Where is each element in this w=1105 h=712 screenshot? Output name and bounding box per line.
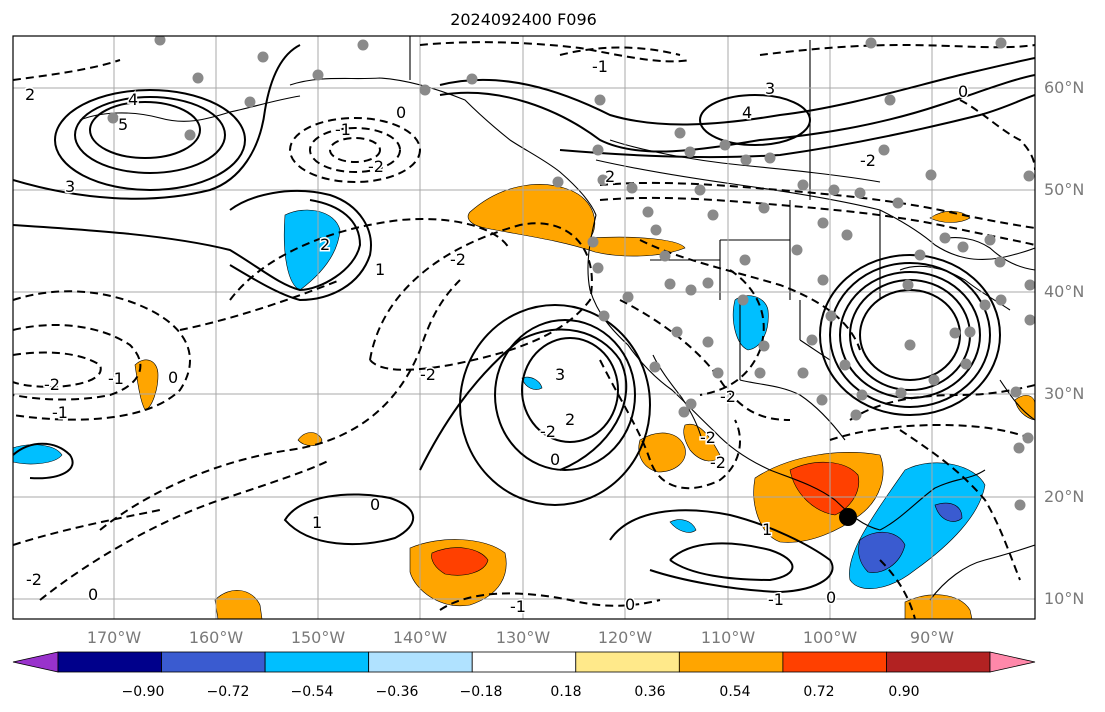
colorbar-tick-label: −0.18: [459, 684, 503, 700]
colorbar-extend-low: [12, 651, 59, 673]
contour-label: -2: [720, 387, 736, 406]
lon-label: 130°W: [495, 628, 551, 647]
colorbar-tick-label: 0.54: [719, 684, 751, 700]
lat-label: 50°N: [1044, 180, 1085, 199]
colorbar-segment: [575, 651, 680, 673]
contour-label: 4: [128, 90, 138, 109]
lon-label: 110°W: [700, 628, 756, 647]
contour-label: -2: [368, 157, 384, 176]
lat-label: 60°N: [1044, 78, 1085, 97]
contour-label: 0: [168, 368, 178, 387]
contour-label: -2: [26, 570, 42, 589]
map-frame: [12, 35, 1036, 620]
lon-label: 90°W: [909, 628, 955, 647]
contour-label: 0: [396, 103, 406, 122]
contour-label: -2: [44, 375, 60, 394]
lon-label: 140°W: [392, 628, 448, 647]
marker-dot: [839, 508, 857, 526]
negative-contours: [13, 41, 1035, 619]
contour-label: -2: [450, 250, 466, 269]
contour-label: 0: [958, 82, 968, 101]
colorbar-tick-label: −0.72: [206, 684, 250, 700]
lat-label: 10°N: [1044, 589, 1085, 608]
contour-label: -2: [710, 453, 726, 472]
lon-label: 100°W: [802, 628, 858, 647]
contour-label: 0: [625, 595, 635, 614]
contour-label: 2: [565, 410, 575, 429]
negative-anomaly-shading: [13, 209, 986, 589]
contour-label: 3: [765, 79, 775, 98]
colorbar-tick-label: −0.54: [290, 684, 334, 700]
positive-anomaly-shading: [134, 184, 1035, 619]
gridlines: [13, 36, 1035, 619]
contour-label: -1: [335, 120, 351, 139]
contour-label: 0: [550, 450, 560, 469]
colorbar-tick-label: 0.36: [634, 684, 666, 700]
colorbar-segment: [678, 651, 784, 673]
lat-label: 20°N: [1044, 487, 1085, 506]
contour-label: 0: [370, 495, 380, 514]
contour-label: 2: [320, 235, 330, 254]
colorbar-tick-label: −0.36: [375, 684, 419, 700]
contour-label: 0: [88, 585, 98, 604]
contour-label: -2: [420, 365, 436, 384]
contour-label: 1: [312, 513, 322, 532]
contour-label: -1: [510, 597, 526, 616]
colorbar-tick-label: −0.90: [121, 684, 165, 700]
lon-label: 120°W: [597, 628, 653, 647]
colorbar-segment: [57, 651, 162, 673]
contour-label: -2: [700, 428, 716, 447]
colorbar-tick-label: 0.90: [888, 684, 920, 700]
contour-label: 4: [742, 103, 752, 122]
contour-label: -2: [860, 151, 876, 170]
lat-label: 30°N: [1044, 384, 1085, 403]
colorbar-segment: [471, 651, 577, 673]
map-area: 2 3 4 5 -1 -2 0 -1 -2 1 2 -2 -1 -2 0 -2 …: [13, 36, 1035, 619]
colorbar-tick-label: 0.18: [550, 684, 582, 700]
contour-label: -1: [592, 57, 608, 76]
map-title: 2024092400 F096: [450, 10, 597, 29]
colorbar-segment: [886, 651, 991, 673]
colorbar-segment: [368, 651, 473, 673]
contour-label: 0: [826, 588, 836, 607]
contour-label: -1: [52, 403, 68, 422]
colorbar-tick-label: 0.72: [803, 684, 835, 700]
contour-label: 3: [555, 365, 565, 384]
contour-label: 2: [25, 85, 35, 104]
station-dots: [107, 36, 1035, 511]
contour-label: -1: [108, 369, 124, 388]
lon-label: 170°W: [86, 628, 142, 647]
contour-label: -1: [768, 590, 784, 609]
contour-labels: 2 3 4 5 -1 -2 0 -1 -2 1 2 -2 -1 -2 0 -2 …: [24, 56, 970, 618]
lat-label: 40°N: [1044, 282, 1085, 301]
lon-label: 150°W: [290, 628, 346, 647]
colorbar-segment: [264, 651, 370, 673]
colorbar-extend-high: [989, 651, 1036, 673]
positive-contours: [13, 44, 1035, 594]
contour-label: -2: [540, 422, 556, 441]
contour-label: 2: [605, 167, 615, 186]
contour-label: 1: [375, 260, 385, 279]
colorbar: [12, 651, 1036, 673]
lon-label: 160°W: [188, 628, 244, 647]
contour-label: 3: [65, 177, 75, 196]
contour-label: 5: [118, 115, 128, 134]
colorbar-segment: [161, 651, 266, 673]
contour-label: 1: [762, 520, 772, 539]
colorbar-segment: [782, 651, 887, 673]
